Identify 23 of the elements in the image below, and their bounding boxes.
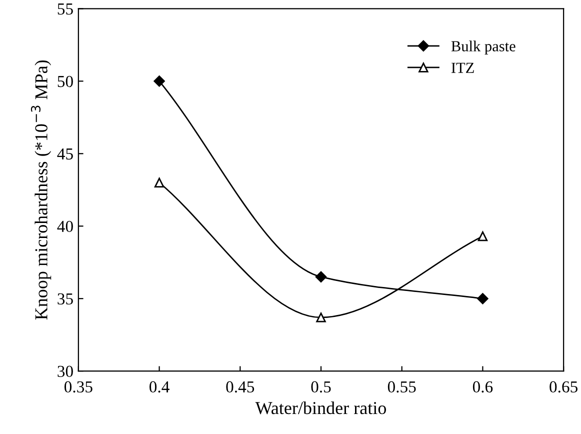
x-tick-label: 0.4 xyxy=(150,381,170,393)
point xyxy=(154,76,165,87)
x-tick-label: 0.5 xyxy=(311,381,331,393)
x-tick-label: 0.65 xyxy=(550,381,578,393)
x-tick-label: 0.6 xyxy=(472,381,493,393)
point xyxy=(154,178,164,188)
point xyxy=(316,312,326,322)
x-tick-label: 0.55 xyxy=(388,381,416,393)
point xyxy=(477,292,488,304)
x-axis-title: Water/binder ratio xyxy=(255,401,386,414)
point xyxy=(478,231,488,242)
legend-label: ITZ xyxy=(451,62,474,73)
y-tick-label: 55 xyxy=(58,4,73,15)
y-tick-label: 35 xyxy=(58,293,73,305)
y-tick-label: 40 xyxy=(57,220,73,232)
y-tick-label: 45 xyxy=(57,148,73,160)
x-tick-label: 0.35 xyxy=(64,381,92,393)
y-tick-label: 50 xyxy=(58,76,73,88)
legend-label: Bulk paste xyxy=(451,40,516,54)
y-axis-title: Knoop microhardness (*10$^{−3}$ MPa) xyxy=(30,60,52,320)
y-tick-label: 30 xyxy=(58,366,73,378)
x-tick-label: 0.45 xyxy=(226,381,254,393)
point xyxy=(315,271,327,282)
